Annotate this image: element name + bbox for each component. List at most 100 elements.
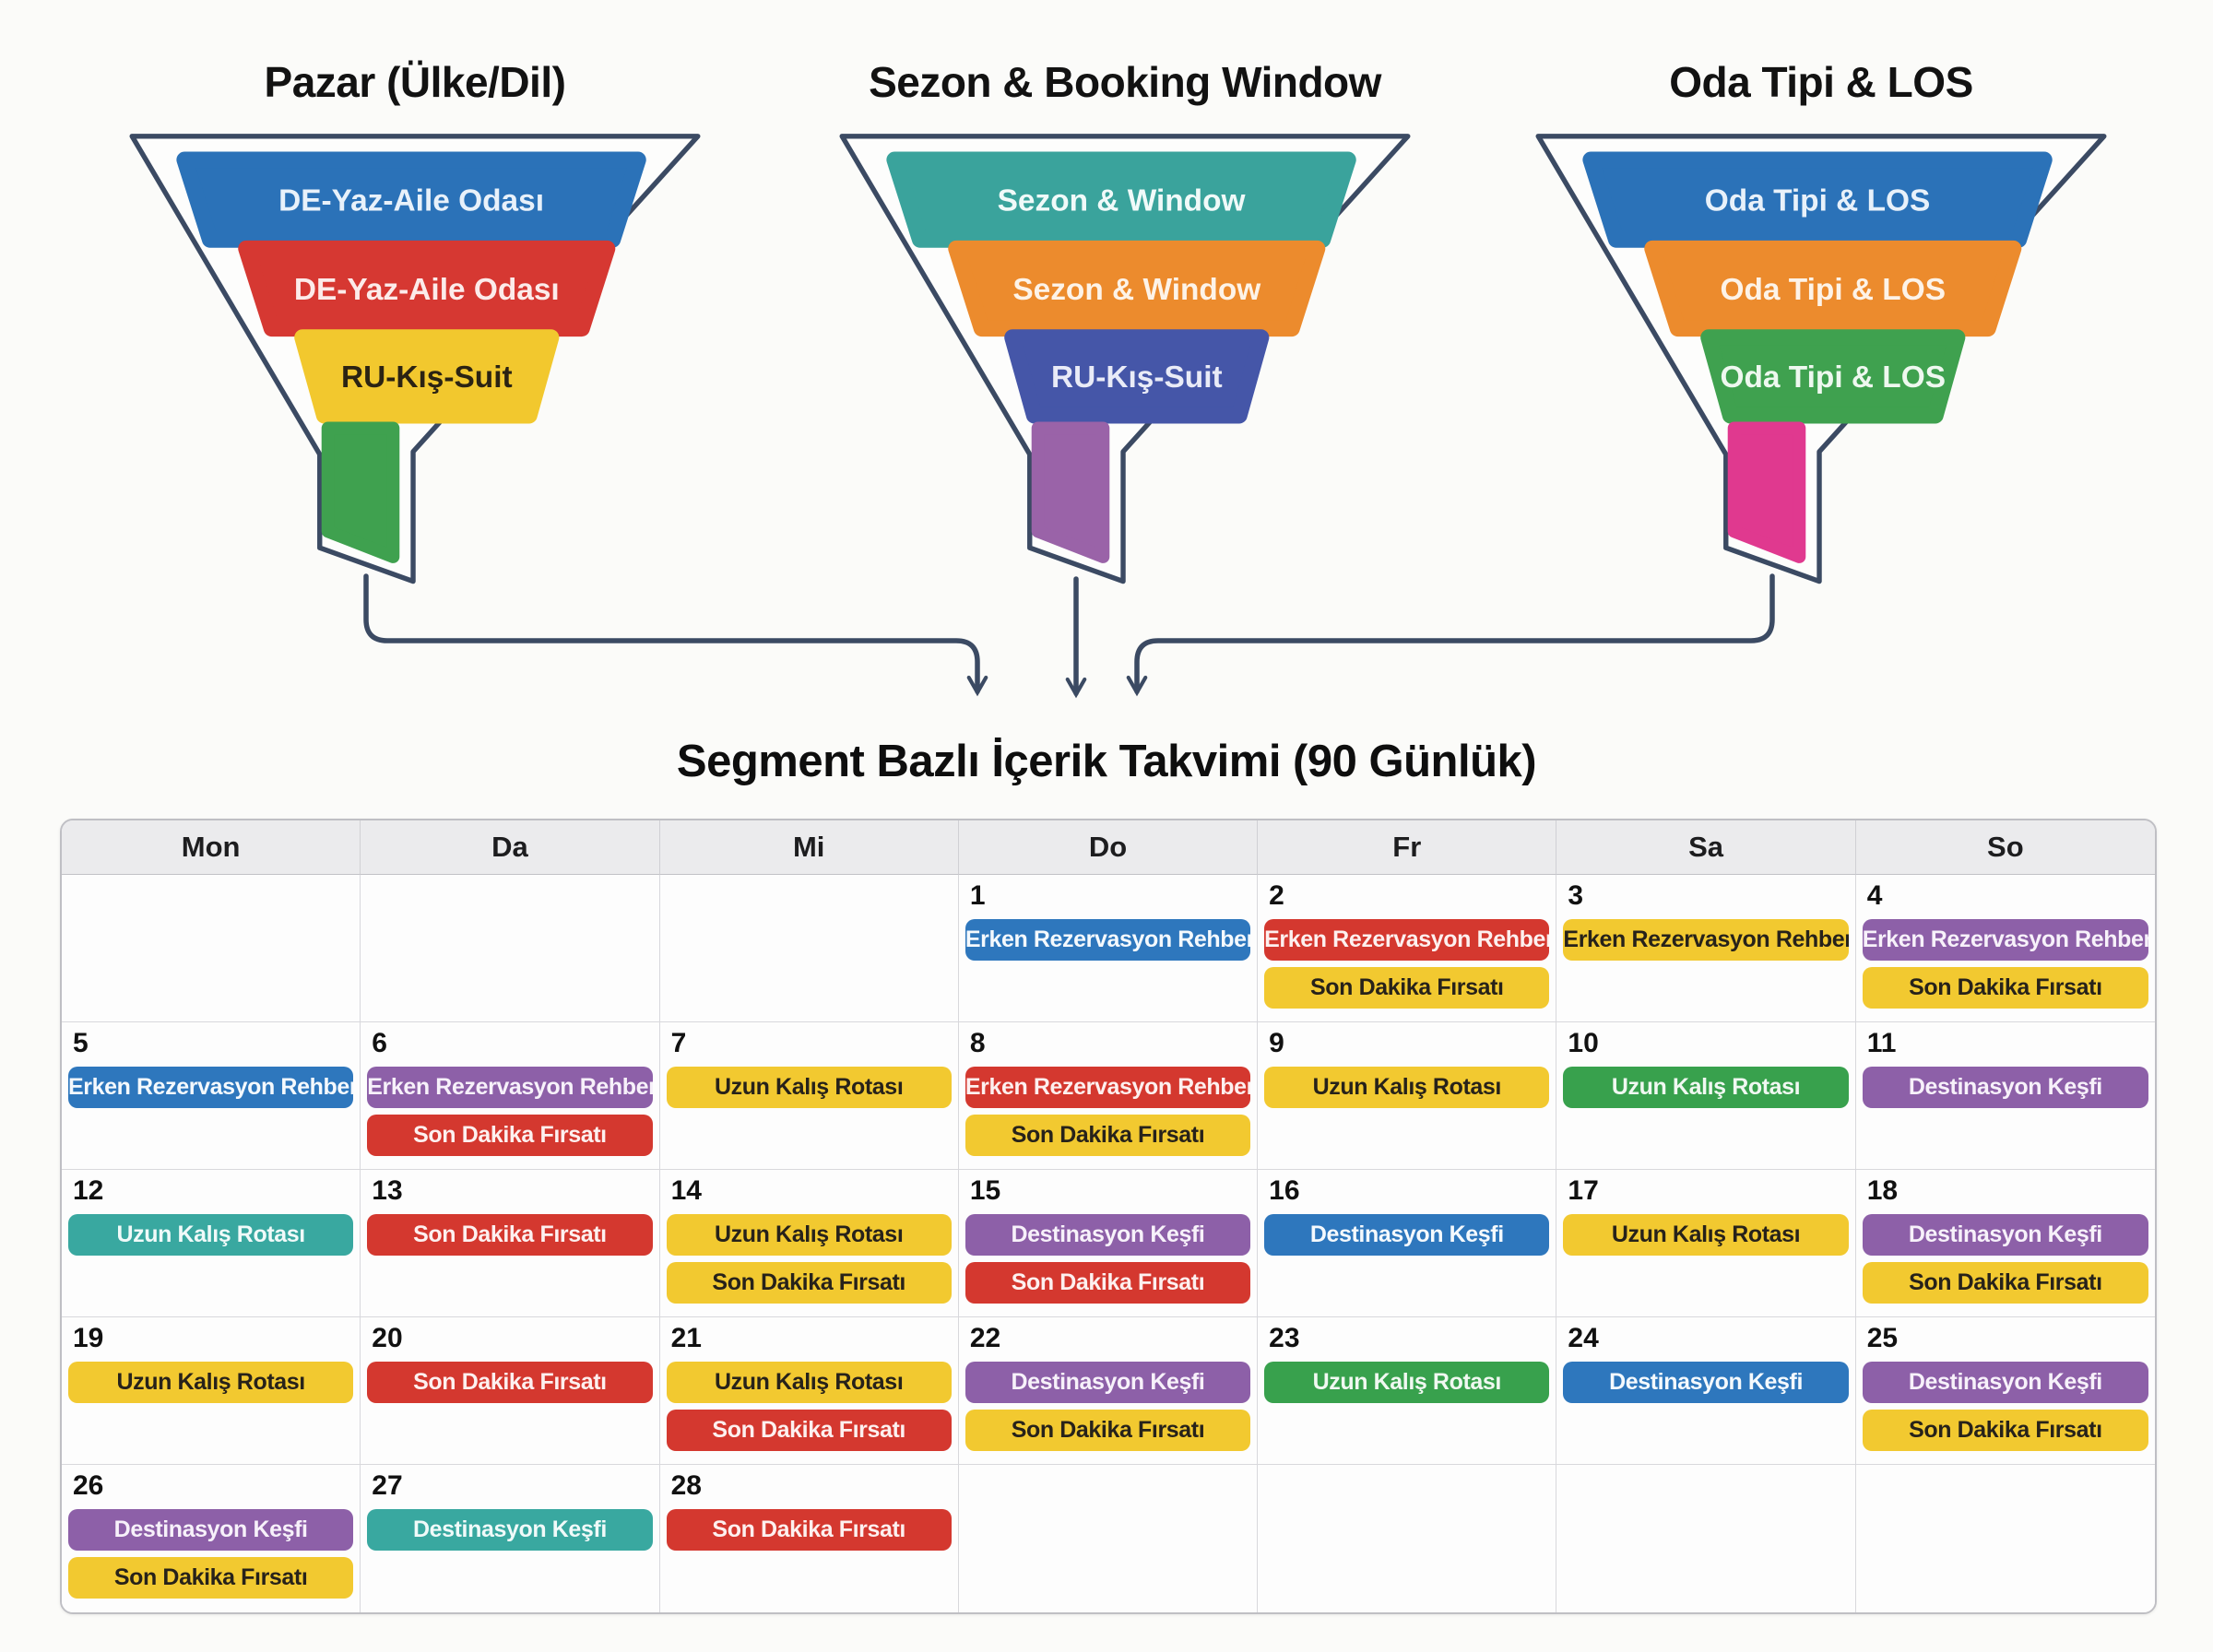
day-number: 25 xyxy=(1866,1323,1899,1353)
funnel-roomtype: Oda Tipi & LOS Oda Tipi & LOS Oda Tipi &… xyxy=(1531,46,2112,613)
calendar-day-cell: 7 Uzun Kalış Rotası xyxy=(659,1022,959,1170)
event-pill: Destinasyon Keşfi xyxy=(68,1509,354,1551)
event-pill: Son Dakika Fırsatı xyxy=(964,1410,1251,1451)
day-number: 6 xyxy=(372,1028,387,1058)
calendar-title: Segment Bazlı İçerik Takvimi (90 Günlük) xyxy=(676,737,1537,786)
cell-events: Uzun Kalış Rotası xyxy=(62,1214,360,1256)
event-pill: Son Dakika Fırsatı xyxy=(666,1410,952,1451)
cell-events: Destinasyon Keşfi xyxy=(1856,1067,2155,1108)
day-number: 19 xyxy=(73,1323,104,1353)
day-header-wed: Mi xyxy=(659,820,959,875)
cell-events: Destinasyon Keşfi Son Dakika Fırsatı xyxy=(1856,1214,2155,1304)
funnel-segment-label: Oda Tipi & LOS xyxy=(1721,273,1947,307)
calendar-day-cell: 11 Destinasyon Keşfi xyxy=(1855,1022,2155,1170)
cell-events: Erken Rezervasyon Rehberi xyxy=(62,1067,360,1108)
cell-events: Erken Rezervasyon Rehberi xyxy=(959,919,1257,961)
day-number: 12 xyxy=(73,1175,104,1206)
event-pill: Erken Rezervasyon Rehberi xyxy=(1862,919,2148,961)
cell-events: Uzun Kalış Rotası xyxy=(1556,1214,1854,1256)
funnel-segment-label: DE-Yaz-Aile Odası xyxy=(294,273,560,307)
funnel-segment xyxy=(948,240,1326,337)
day-number: 2 xyxy=(1269,880,1284,911)
cell-events: Destinasyon Keşfi xyxy=(1556,1362,1854,1403)
calendar-day-cell: 5 Erken Rezervasyon Rehberi xyxy=(62,1022,361,1170)
day-number: 7 xyxy=(670,1028,687,1058)
calendar-day-cell: 12 Uzun Kalış Rotası xyxy=(62,1170,361,1317)
funnel-segment xyxy=(1700,329,1966,424)
day-number: 16 xyxy=(1269,1175,1300,1206)
connector-arrows xyxy=(363,573,1775,699)
event-pill: Destinasyon Keşfi xyxy=(964,1362,1251,1403)
day-number xyxy=(959,1465,1257,1505)
event-pill: Son Dakika Fırsatı xyxy=(666,1509,952,1551)
event-pill: Uzun Kalış Rotası xyxy=(666,1214,952,1256)
cell-events: Destinasyon Keşfi Son Dakika Fırsatı xyxy=(959,1362,1257,1451)
day-number: 18 xyxy=(1866,1175,1899,1206)
calendar-day-cell: 14 Uzun Kalış Rotası Son Dakika Fırsatı xyxy=(659,1170,959,1317)
event-pill: Destinasyon Keşfi xyxy=(1264,1214,1550,1256)
day-header-sat: Sa xyxy=(1556,820,1856,875)
funnel-market: Pazar (Ülke/Dil) DE-Yaz-Aile Odası DE-Ya… xyxy=(124,46,705,613)
funnel-season-title: Sezon & Booking Window xyxy=(869,58,1381,106)
day-number: 26 xyxy=(73,1470,104,1501)
funnel-segment xyxy=(294,329,560,424)
cell-events: Uzun Kalış Rotası xyxy=(1556,1067,1854,1108)
funnel-segment xyxy=(886,151,1356,248)
calendar-day-cell: 10 Uzun Kalış Rotası xyxy=(1556,1022,1856,1170)
funnel-stem xyxy=(1031,421,1110,563)
funnel-market-title: Pazar (Ülke/Dil) xyxy=(264,58,566,106)
event-pill: Erken Rezervasyon Rehberi xyxy=(964,919,1251,961)
funnel-roomtype-title: Oda Tipi & LOS xyxy=(1669,58,1973,106)
day-number xyxy=(1856,1465,2155,1505)
connector-right xyxy=(1126,573,1775,697)
day-number: 8 xyxy=(969,1028,986,1058)
day-number: 11 xyxy=(1866,1028,1897,1058)
day-header-mon: Mon xyxy=(62,820,361,875)
event-pill: Son Dakika Fırsatı xyxy=(367,1214,653,1256)
day-number xyxy=(361,875,658,915)
event-pill: Uzun Kalış Rotası xyxy=(1264,1362,1550,1403)
day-number: 10 xyxy=(1568,1028,1599,1058)
calendar: Mon Da Mi Do Fr Sa So 1 Erken Rezervasyo… xyxy=(60,819,2157,1614)
day-number: 28 xyxy=(670,1470,702,1501)
day-number: 27 xyxy=(372,1470,403,1501)
event-pill: Uzun Kalış Rotası xyxy=(1264,1067,1550,1108)
funnel-segment-label: RU-Kış-Suit xyxy=(1051,360,1223,395)
cell-events: Uzun Kalış Rotası xyxy=(1258,1067,1556,1108)
cell-events: Destinasyon Keşfi Son Dakika Fırsatı xyxy=(959,1214,1257,1304)
calendar-day-cell xyxy=(659,875,959,1022)
calendar-day-cell: 27 Destinasyon Keşfi xyxy=(361,1465,660,1612)
calendar-day-cell: 19 Uzun Kalış Rotası xyxy=(62,1317,361,1465)
calendar-day-cell xyxy=(62,875,361,1022)
event-pill: Uzun Kalış Rotası xyxy=(666,1362,952,1403)
event-pill: Erken Rezervasyon Rehberi xyxy=(68,1067,354,1108)
funnel-segment-label: Oda Tipi & LOS xyxy=(1721,360,1947,395)
funnel-segment-label: Oda Tipi & LOS xyxy=(1705,183,1931,218)
event-pill: Erken Rezervasyon Rehberi xyxy=(1563,919,1849,961)
calendar-day-cell: 26 Destinasyon Keşfi Son Dakika Fırsatı xyxy=(62,1465,361,1612)
day-number: 17 xyxy=(1568,1175,1599,1206)
event-pill: Uzun Kalış Rotası xyxy=(68,1362,354,1403)
calendar-day-cell xyxy=(958,1465,1259,1612)
cell-events: Son Dakika Fırsatı xyxy=(361,1214,658,1256)
day-number: 13 xyxy=(372,1175,403,1206)
day-number: 1 xyxy=(969,880,986,911)
calendar-day-cell: 9 Uzun Kalış Rotası xyxy=(1258,1022,1557,1170)
day-number: 20 xyxy=(372,1323,403,1353)
connector-left xyxy=(363,573,988,697)
day-number: 4 xyxy=(1866,880,1883,911)
day-header-tue: Da xyxy=(361,820,660,875)
calendar-day-cell: 23 Uzun Kalış Rotası xyxy=(1258,1317,1557,1465)
event-pill: Uzun Kalış Rotası xyxy=(1563,1067,1849,1108)
event-pill: Destinasyon Keşfi xyxy=(1862,1362,2148,1403)
day-number: 24 xyxy=(1568,1323,1599,1353)
calendar-day-cell: 21 Uzun Kalış Rotası Son Dakika Fırsatı xyxy=(659,1317,959,1465)
cell-events: Uzun Kalış Rotası Son Dakika Fırsatı xyxy=(660,1362,958,1451)
funnel-season-shape: Sezon & Window Sezon & Window RU-Kış-Sui… xyxy=(839,134,1411,584)
cell-events: Uzun Kalış Rotası xyxy=(1258,1362,1556,1403)
calendar-day-cell: 6 Erken Rezervasyon Rehberi Son Dakika Fı… xyxy=(361,1022,660,1170)
event-pill: Uzun Kalış Rotası xyxy=(1563,1214,1849,1256)
calendar-day-cell: 3 Erken Rezervasyon Rehberi xyxy=(1556,875,1856,1022)
funnel-stem xyxy=(1727,421,1806,563)
calendar-day-cell: 20 Son Dakika Fırsatı xyxy=(361,1317,660,1465)
